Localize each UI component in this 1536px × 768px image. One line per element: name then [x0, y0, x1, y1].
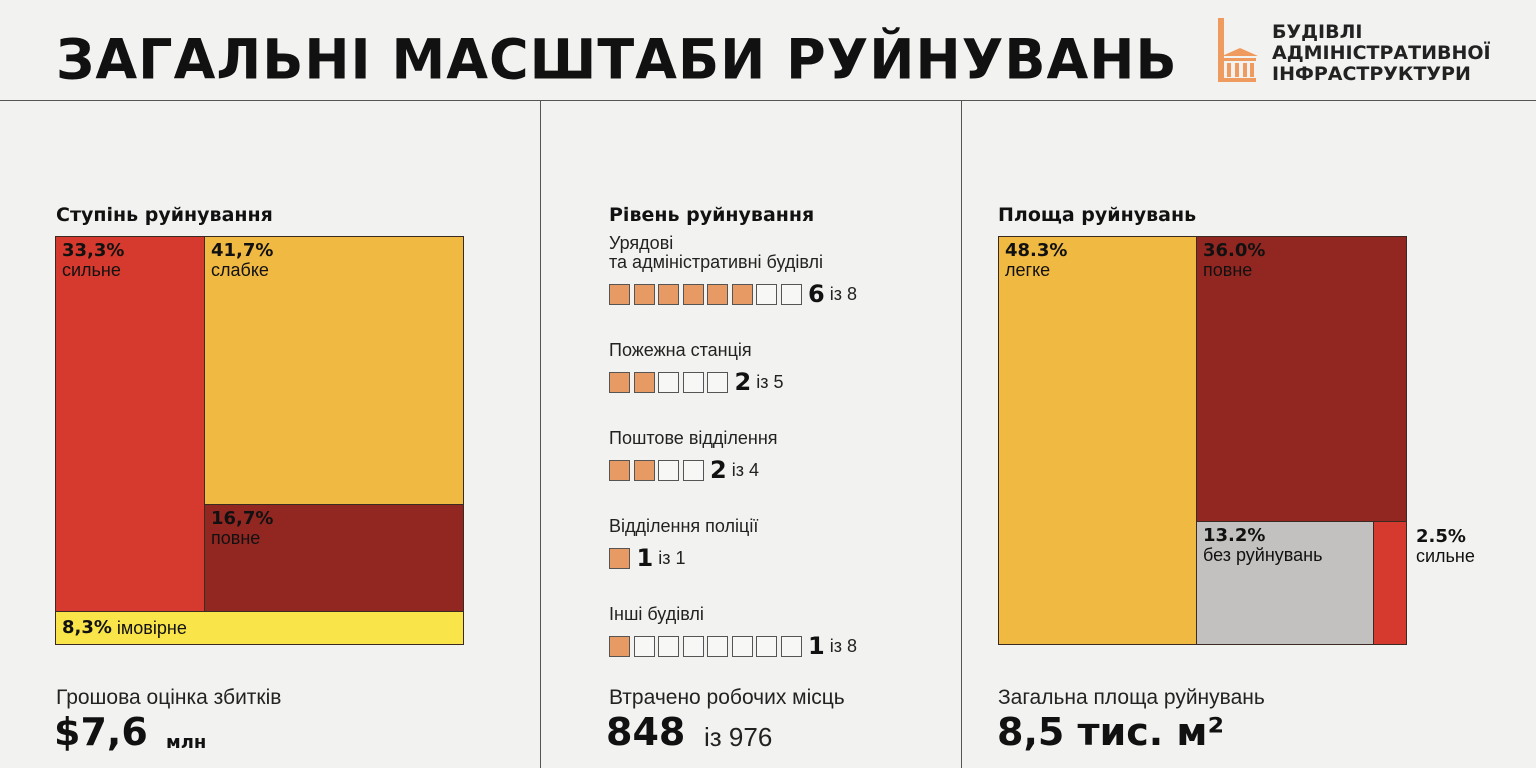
tile-label: повне [211, 528, 261, 548]
tile-label: слабке [211, 260, 269, 280]
tile-percent: 2.5% [1416, 526, 1466, 547]
tile-percent: 13.2% [1203, 525, 1266, 546]
category-name: Інші будівлі [609, 604, 704, 624]
empty-square [780, 635, 802, 657]
tile-percent: 41,7% [211, 240, 274, 261]
jobs-label: Втрачено робочих місць [609, 686, 845, 709]
category-count: 6 [808, 280, 825, 308]
empty-square [682, 635, 704, 657]
tile-label: без руйнувань [1203, 545, 1323, 565]
filled-square [609, 459, 630, 481]
filled-square [682, 283, 704, 305]
page-title: ЗАГАЛЬНІ МАСШТАБИ РУЙНУВАНЬ [56, 27, 1178, 92]
category-count: 2 [734, 368, 752, 396]
jobs-of: із 976 [704, 722, 773, 752]
tile-label: сильне [62, 260, 121, 280]
category-name: Поштове відділення [609, 428, 778, 448]
filled-square [609, 635, 630, 657]
treemap-tile: 33,3% сильне [55, 236, 205, 612]
damage-unit: млн [166, 732, 207, 753]
treemap-tile: 13.2% без руйнувань [1196, 521, 1374, 645]
tile-label: сильне [1416, 546, 1475, 566]
category-count: 1 [808, 632, 825, 660]
column-divider [540, 100, 541, 768]
category-total: із 8 [829, 635, 857, 656]
empty-square [682, 459, 704, 481]
level-category: Відділення поліції 1 із 1 [609, 517, 758, 572]
category-total: із 1 [658, 547, 686, 568]
header-divider [0, 100, 1536, 101]
category-total: із 5 [756, 371, 784, 392]
square-row: 2 із 4 [609, 456, 778, 484]
treemap-tile [1373, 521, 1407, 645]
treemap-tile: 16,7% повне [204, 504, 464, 612]
category-total: із 4 [731, 459, 759, 480]
filled-square [633, 459, 655, 481]
jobs-value: 848 [606, 710, 686, 754]
category-name: Пожежна станція [609, 340, 752, 360]
area-value: 8,5 тис. м² [997, 710, 1225, 754]
category-total: із 8 [829, 283, 857, 304]
square-row: 2 із 5 [609, 368, 783, 396]
column-divider [961, 100, 962, 768]
level-category: Пожежна станція 2 із 5 [609, 341, 783, 396]
logo-text: БУДІВЛІ АДМІНІСТРАТИВНОЇ ІНФРАСТРУКТУРИ [1272, 22, 1491, 85]
tile-outside-label: 2.5% сильне [1416, 526, 1475, 566]
empty-square [658, 459, 679, 481]
area-title: Площа руйнувань [998, 204, 1197, 226]
tile-percent: 16,7% [211, 508, 274, 529]
treemap-tile: 48.3% легке [998, 236, 1197, 645]
empty-square [780, 283, 802, 305]
tile-label: повне [1203, 260, 1253, 280]
logo-line: БУДІВЛІ [1272, 21, 1363, 43]
empty-square [731, 635, 753, 657]
damage-label: Грошова оцінка збитків [56, 686, 282, 709]
building-columns-icon [1218, 18, 1258, 82]
empty-square [707, 371, 728, 393]
filled-square [731, 283, 753, 305]
level-category: Поштове відділення 2 із 4 [609, 429, 778, 484]
level-title: Рівень руйнування [609, 204, 815, 226]
empty-square [658, 371, 679, 393]
logo-line: ІНФРАСТРУКТУРИ [1272, 63, 1471, 85]
filled-square [633, 371, 655, 393]
filled-square [707, 283, 728, 305]
tile-label: імовірне [116, 618, 187, 638]
category-name: Відділення поліції [609, 516, 759, 536]
filled-square [609, 547, 630, 569]
filled-square [633, 283, 655, 305]
logo-line: АДМІНІСТРАТИВНОЇ [1272, 42, 1491, 64]
empty-square [682, 371, 704, 393]
empty-square [658, 635, 679, 657]
tile-percent: 33,3% [62, 240, 125, 261]
treemap-tile: 36.0% повне [1196, 236, 1407, 522]
area-label: Загальна площа руйнувань [998, 686, 1265, 709]
logo: БУДІВЛІ АДМІНІСТРАТИВНОЇ ІНФРАСТРУКТУРИ [1216, 18, 1491, 85]
empty-square [707, 635, 728, 657]
tile-label: легке [1005, 260, 1051, 280]
treemap-tile: 8,3% імовірне [55, 611, 464, 645]
filled-square [658, 283, 679, 305]
empty-square [756, 635, 777, 657]
tile-percent: 36.0% [1203, 240, 1266, 261]
empty-square [633, 635, 655, 657]
tile-percent: 48.3% [1005, 240, 1068, 261]
severity-title: Ступінь руйнування [56, 204, 273, 226]
level-category: Урядові та адміністративні будівлі 6 із 8 [609, 234, 857, 308]
square-row: 1 із 1 [609, 544, 758, 572]
category-count: 1 [636, 544, 654, 572]
level-category: Інші будівлі 1 із 8 [609, 605, 857, 660]
tile-percent: 8,3% [62, 617, 112, 638]
filled-square [609, 283, 630, 305]
category-name: Урядові та адміністративні будівлі [609, 233, 824, 272]
damage-value: $7,6 [54, 710, 148, 754]
filled-square [609, 371, 630, 393]
square-row: 1 із 8 [609, 632, 857, 660]
category-count: 2 [710, 456, 727, 484]
square-row: 6 із 8 [609, 280, 857, 308]
empty-square [756, 283, 777, 305]
treemap-tile: 41,7% слабке [204, 236, 464, 505]
